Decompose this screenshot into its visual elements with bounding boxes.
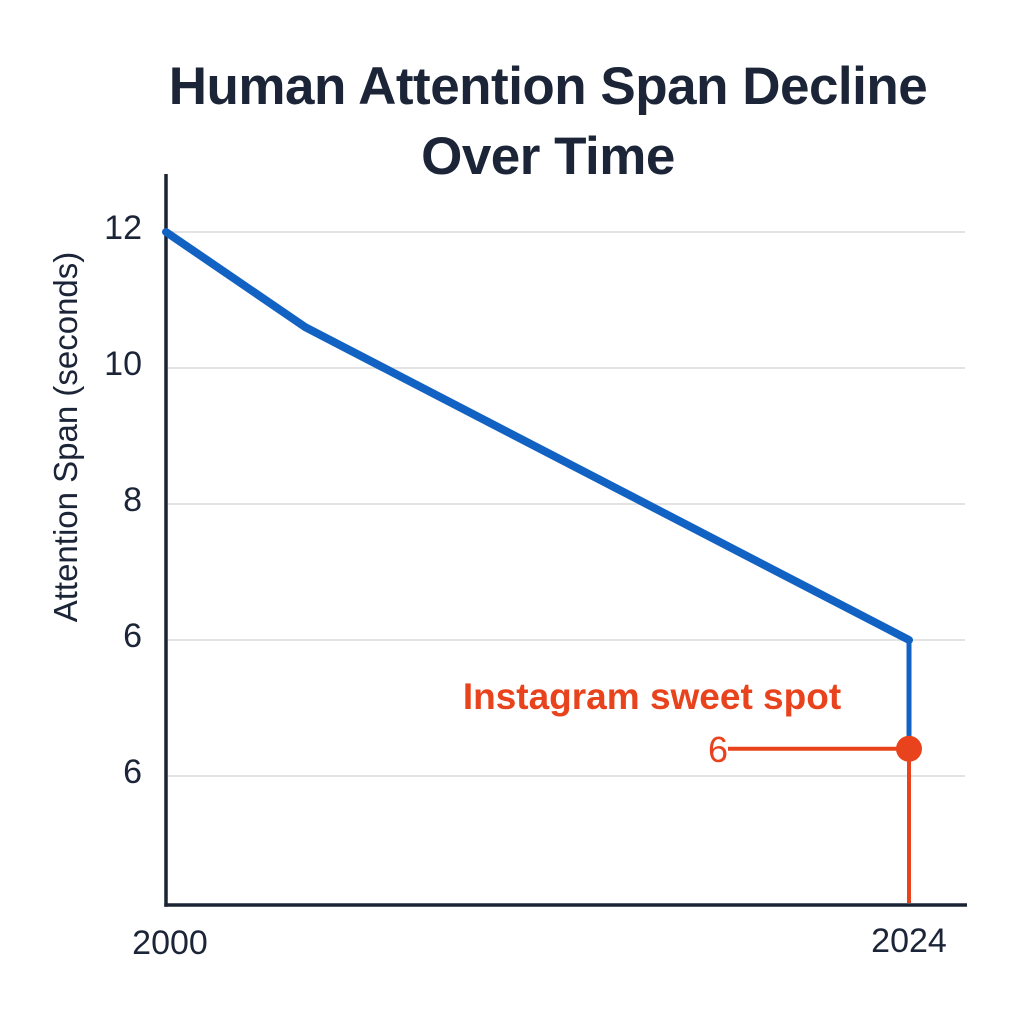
y-tick-label-8: 8 [123, 481, 142, 519]
y-tick-label-6: 6 [123, 617, 142, 655]
chart-title-line-1: Human Attention Span Decline [168, 57, 928, 116]
y-tick-label-10: 10 [104, 345, 142, 383]
x-tick-label-2000: 2000 [132, 924, 208, 962]
chart-title: Human Attention Span Decline Over Time [84, 52, 1012, 192]
annotation-value: 6 [707, 729, 728, 770]
x-tick-label-2024: 2024 [871, 922, 947, 960]
y-tick-label-6-duplicate: 6 [123, 753, 142, 791]
trend-line [162, 228, 913, 644]
y-tick-label-12: 12 [104, 209, 142, 247]
annotation-label: Instagram sweet spot [462, 676, 842, 717]
marker-dot [896, 735, 922, 762]
chart-title-line-2: Over Time [421, 127, 675, 186]
